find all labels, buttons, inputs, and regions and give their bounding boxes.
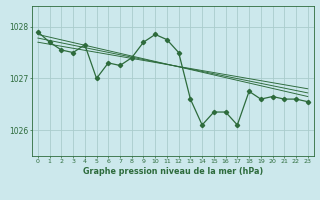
X-axis label: Graphe pression niveau de la mer (hPa): Graphe pression niveau de la mer (hPa) [83,167,263,176]
